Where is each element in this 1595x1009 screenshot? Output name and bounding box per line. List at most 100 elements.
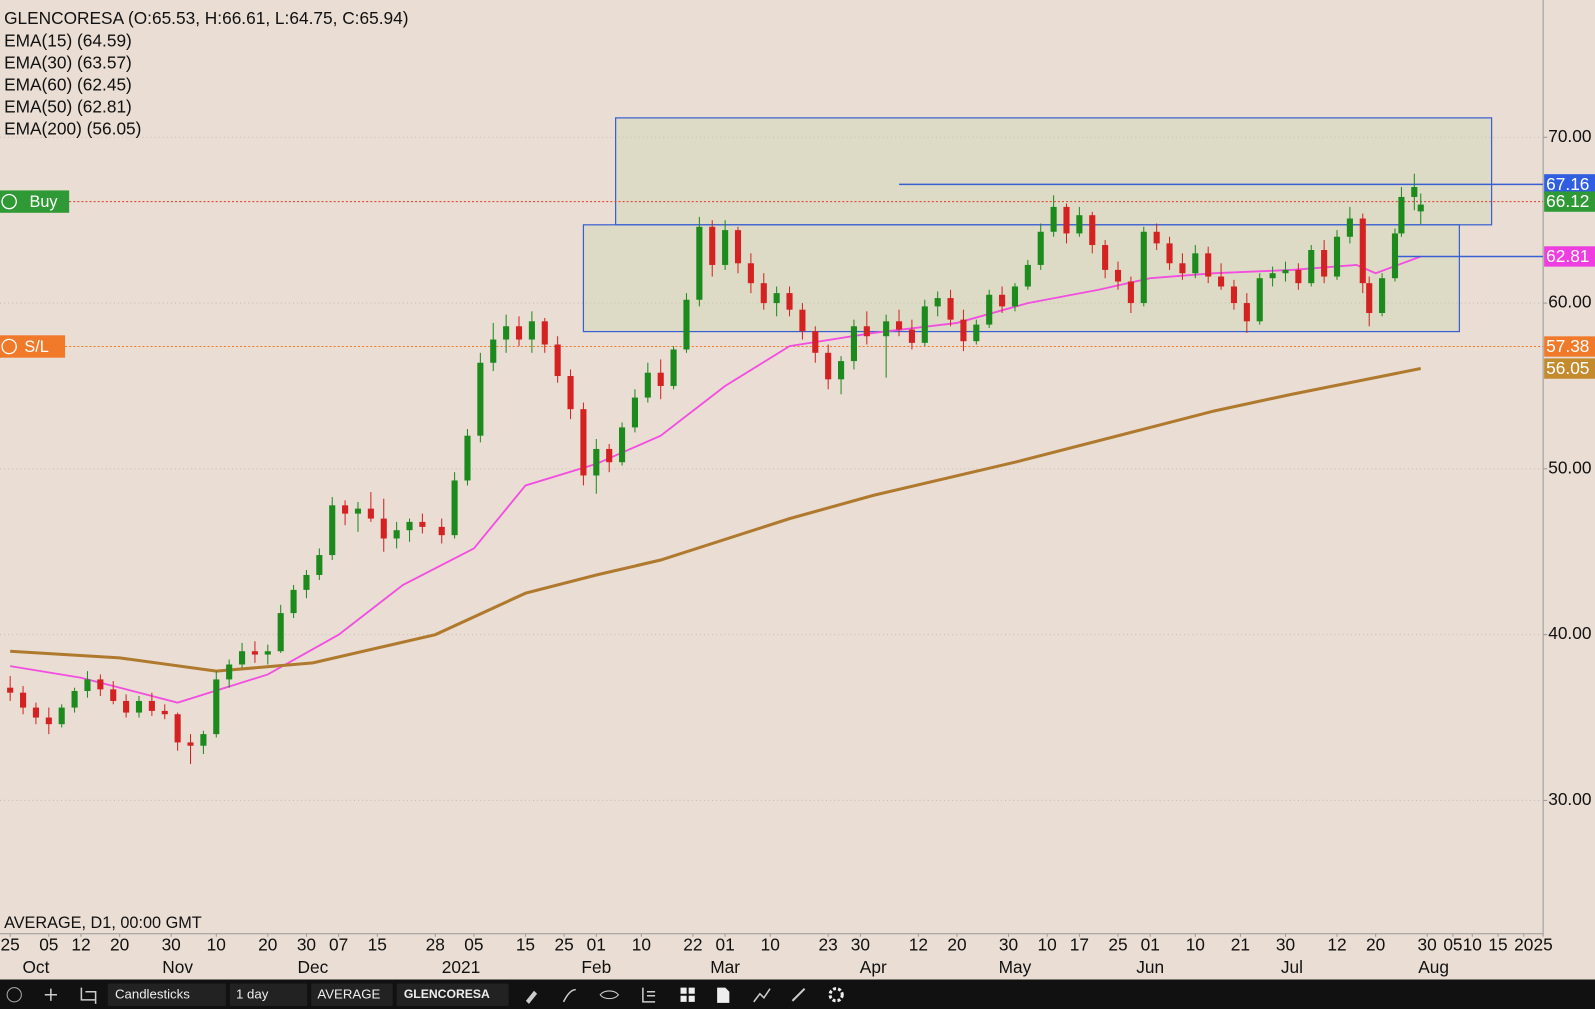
crosshair-button[interactable]	[44, 988, 57, 1001]
candle-body	[1050, 206, 1057, 232]
candle-body	[541, 321, 548, 345]
candle-body	[490, 339, 497, 363]
x-tick-label: 30	[297, 935, 316, 955]
trend-button[interactable]	[753, 988, 771, 1003]
candle-body	[1398, 196, 1405, 234]
candle-body	[799, 309, 806, 332]
candle-body	[1282, 269, 1289, 274]
candle-body	[1256, 278, 1263, 322]
x-tick-label: 30	[999, 935, 1018, 955]
layout-button[interactable]	[680, 987, 695, 1002]
list-button[interactable]	[642, 987, 656, 1003]
x-tick-label: 21	[1231, 935, 1250, 955]
candle-body	[1127, 281, 1134, 304]
month-label: Jul	[1281, 957, 1303, 977]
visibility-button[interactable]	[599, 990, 620, 1000]
candle-body	[883, 321, 890, 337]
info-button[interactable]	[6, 987, 22, 1003]
candle-body	[863, 326, 870, 337]
x-tick-label: 25	[1, 935, 20, 955]
candle-body	[174, 714, 181, 743]
toolbar: Candlesticks 1 day AVERAGE GLENCORESA	[0, 979, 1595, 1009]
candle-body	[670, 349, 677, 386]
x-tick-label: 01	[587, 935, 606, 955]
overlay: GLENCORESA (O:65.53, H:66.61, L:64.75, C…	[4, 8, 408, 932]
x-tick-label: 20	[258, 935, 277, 955]
interval-select[interactable]	[229, 983, 308, 1006]
y-tick-label: 30.00	[1548, 789, 1591, 809]
x-tick-label: 20	[1366, 935, 1385, 955]
candle-body	[464, 435, 471, 481]
candle-body	[1230, 286, 1238, 304]
price-label: 62.81	[1546, 246, 1589, 266]
order-badge[interactable]: S/L	[0, 335, 66, 358]
link-button[interactable]	[791, 987, 806, 1002]
x-tick-label: 10	[1463, 935, 1482, 955]
template-button[interactable]	[717, 987, 730, 1003]
candle-body	[1417, 204, 1424, 212]
candle-body	[1192, 253, 1199, 274]
order-label: S/L	[24, 338, 48, 356]
candle-body	[393, 530, 400, 539]
price-label: 67.16	[1546, 174, 1589, 194]
x-tick-label: 25	[1108, 935, 1127, 955]
settings-button[interactable]	[828, 987, 844, 1003]
plot-area: 30.00 40.00 50.00 60.00 70.00 25 05 12 20 30 10 20 3…	[0, 117, 1595, 977]
price-label: 57.38	[1546, 336, 1589, 356]
candle-body	[1011, 286, 1019, 307]
chart-type: Candlesticks	[115, 986, 190, 1001]
x-tick-label: 12	[909, 935, 928, 955]
chart-type-select[interactable]	[107, 983, 226, 1006]
indicator-legend: EMA(200) (56.05)	[4, 119, 141, 139]
order-close	[1, 193, 17, 210]
candle-body	[135, 700, 143, 713]
x-tick-label: 30	[851, 935, 870, 955]
x-tick-label: 12	[71, 935, 90, 955]
candle-body	[812, 331, 819, 353]
candle-body	[528, 321, 535, 340]
symbol-select[interactable]	[396, 983, 509, 1006]
candle-body	[947, 298, 954, 320]
indicator-legend: EMA(50) (62.81)	[4, 96, 132, 116]
candle-body	[1308, 250, 1315, 284]
candle-body	[316, 555, 323, 575]
x-tick-label: 05	[39, 935, 58, 955]
candle-body	[7, 687, 14, 693]
indicator-select[interactable]	[311, 983, 393, 1006]
candle-body	[84, 679, 91, 692]
candle-body	[734, 230, 742, 264]
candle-body	[1333, 236, 1341, 277]
crop-button[interactable]	[80, 987, 97, 1004]
candle-body	[1379, 278, 1386, 314]
candle-body	[1114, 269, 1122, 282]
candle-body	[438, 526, 445, 536]
candle-body	[1076, 215, 1083, 234]
candle-body	[226, 664, 233, 680]
order-badge[interactable]: Buy	[0, 190, 70, 213]
x-tick-label: 05	[1443, 935, 1462, 955]
candle-body	[1102, 245, 1109, 270]
month-label: Oct	[22, 957, 49, 977]
candle-body	[921, 306, 928, 343]
candle-body	[1346, 218, 1353, 237]
candle-body	[1411, 187, 1418, 197]
candle-body	[1089, 215, 1096, 246]
candle-body	[161, 710, 168, 715]
curve-button[interactable]	[562, 988, 576, 1003]
candle-body	[503, 326, 510, 340]
candle-body	[1037, 231, 1044, 265]
candle-body	[999, 294, 1006, 307]
candle-body	[187, 742, 194, 746]
candle-body	[683, 299, 690, 350]
x-tick-label: 15	[1488, 935, 1507, 955]
price-label-bg	[1544, 336, 1595, 357]
symbol: GLENCORESA	[404, 987, 490, 1001]
candle-body	[238, 651, 246, 665]
candle-body	[1063, 206, 1070, 234]
order-close	[1, 338, 17, 355]
candle-body	[1269, 273, 1276, 279]
draw-button[interactable]	[525, 990, 538, 1004]
candle-body	[1205, 253, 1212, 277]
indicator: AVERAGE	[317, 986, 380, 1001]
